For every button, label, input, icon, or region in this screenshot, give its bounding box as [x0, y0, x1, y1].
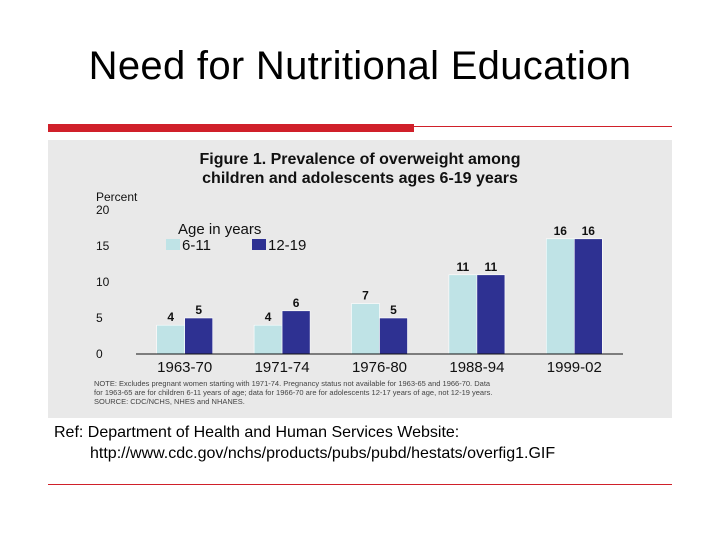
- bar-value-label: 11: [485, 260, 498, 274]
- reference-line1: Ref: Department of Health and Human Serv…: [54, 424, 460, 441]
- legend-title: Age in years: [178, 221, 261, 238]
- bar-6-11-1971-74: [253, 324, 283, 355]
- bar-value-label: 5: [390, 303, 397, 317]
- chart-note-line1: NOTE: Excludes pregnant women starting w…: [94, 379, 491, 388]
- category-label: 1971-74: [255, 359, 310, 376]
- bar-value-label: 5: [195, 303, 202, 317]
- bar-12-19-1963-70: [184, 317, 213, 355]
- title-accent-bar: [48, 124, 414, 132]
- bar-12-19-1976-80: [379, 317, 408, 355]
- chart-title-line2: children and adolescents ages 6-19 years: [202, 170, 518, 187]
- bottom-accent-line: [48, 484, 672, 485]
- y-tick-label: 15: [96, 239, 110, 253]
- chart-note-line3: SOURCE: CDC/NCHS, NHES and NHANES.: [94, 397, 245, 406]
- category-label: 1976-80: [352, 359, 407, 376]
- y-tick-label: 0: [96, 347, 103, 361]
- y-axis-ticks: 0 5 10 15 20: [96, 203, 110, 361]
- y-axis-label: Percent: [96, 190, 138, 204]
- legend: 6-11 12-19: [166, 237, 306, 254]
- y-tick-label: 10: [96, 275, 110, 289]
- bar-6-11-1963-70: [156, 324, 185, 355]
- bar-series: 4 5 4 6 7 5 11 11 16 16: [136, 224, 623, 355]
- category-label: 1999-02: [547, 359, 602, 376]
- bar-12-19-1988-94: [476, 274, 506, 355]
- figure-panel: Figure 1. Prevalence of overweight among…: [48, 140, 672, 418]
- bar-6-11-1999-02: [545, 238, 575, 355]
- chart-note-line2: for 1963-65 are for children 6-11 years …: [94, 388, 492, 397]
- bar-value-label: 6: [293, 296, 300, 310]
- y-tick-label: 20: [96, 203, 110, 217]
- bar-12-19-1999-02: [573, 238, 603, 355]
- bar-value-label: 7: [362, 289, 369, 303]
- bar-value-label: 4: [167, 310, 174, 324]
- chart-title-line1: Figure 1. Prevalence of overweight among: [200, 151, 521, 168]
- bar-value-label: 16: [582, 224, 596, 238]
- y-tick-label: 5: [96, 311, 103, 325]
- legend-label-12-19: 12-19: [268, 237, 306, 254]
- bar-value-label: 16: [554, 224, 568, 238]
- slide-title: Need for Nutritional Education: [88, 44, 632, 88]
- bar-6-11-1976-80: [351, 303, 380, 355]
- title-accent-line: [414, 126, 672, 127]
- legend-swatch-6-11: [166, 239, 180, 250]
- category-labels: 1963-70 1971-74 1976-80 1988-94 1999-02: [157, 359, 602, 376]
- overweight-prevalence-chart: Figure 1. Prevalence of overweight among…: [94, 151, 623, 406]
- bar-12-19-1971-74: [281, 310, 311, 355]
- bar-value-label: 4: [265, 310, 272, 324]
- bar-value-label: 11: [457, 260, 470, 274]
- legend-label-6-11: 6-11: [182, 237, 211, 254]
- reference-url[interactable]: http://www.cdc.gov/nchs/products/pubs/pu…: [90, 445, 556, 462]
- category-label: 1988-94: [449, 359, 504, 376]
- bar-6-11-1988-94: [448, 274, 478, 355]
- legend-swatch-12-19: [252, 239, 266, 250]
- category-label: 1963-70: [157, 359, 212, 376]
